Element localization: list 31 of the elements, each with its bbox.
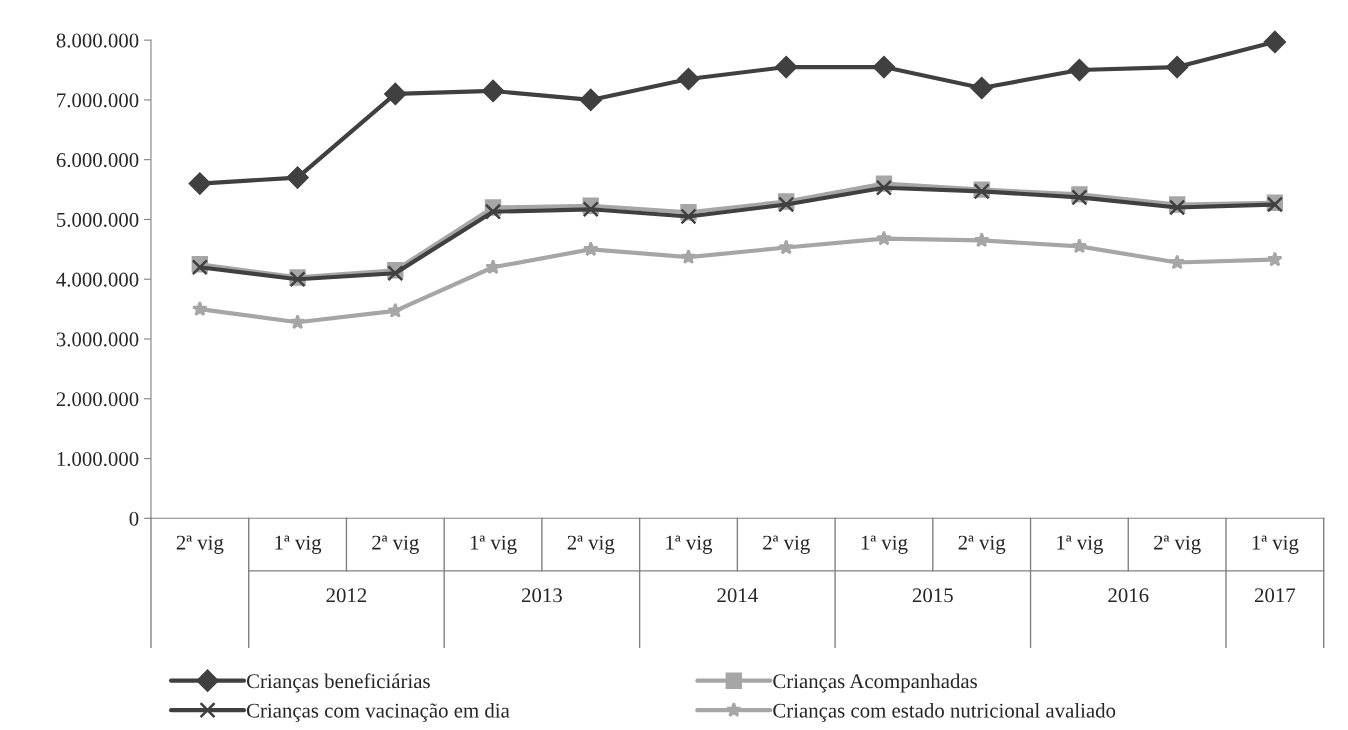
legend-label: Crianças Acompanhadas — [773, 673, 977, 693]
text: 2013 — [521, 588, 562, 603]
y-tick-label: 1.000.000 — [57, 451, 139, 467]
x-tick-label: 2ª vig — [372, 535, 419, 554]
text: 2016 — [1108, 588, 1149, 603]
y-tick-label: 2.000.000 — [56, 392, 139, 407]
x-tick-label: 1ª vig — [861, 535, 908, 554]
x-tick-label: 1ª vig — [470, 535, 517, 554]
text: 2012 — [326, 588, 367, 603]
x-tick-label: 2ª vig — [763, 535, 810, 554]
x-tick-label: 1ª vig — [1252, 535, 1299, 554]
legend-label: Crianças com vacinação em dia — [246, 702, 510, 722]
y-tick-label: 3.000.000 — [56, 332, 139, 347]
x-tick-label: 1ª vig — [1057, 535, 1104, 554]
legend-label: Crianças com estado nutricional avaliado — [773, 702, 1116, 722]
y-tick-label: 7.000.000 — [57, 93, 139, 108]
x-tick-label: 2ª vig — [176, 535, 224, 554]
text: 2015 — [912, 588, 953, 603]
y-tick-label: 8.000.000 — [56, 33, 139, 48]
y-tick-label: 6.000.000 — [56, 153, 139, 168]
text: 2017 — [1254, 588, 1296, 603]
y-tick-label: 4.000.000 — [56, 272, 139, 287]
x-tick-label: 1ª vig — [275, 535, 322, 554]
x-tick-label: 2ª vig — [958, 535, 1006, 554]
text: 2014 — [717, 588, 758, 603]
x-tick-label: 2ª vig — [567, 535, 615, 554]
x-tick-label: 2ª vig — [1154, 535, 1201, 554]
x-tick-label: 1ª vig — [666, 535, 713, 554]
y-tick-label: 5.000.000 — [57, 212, 139, 227]
legend-label: Crianças beneficiárias — [246, 673, 430, 693]
y-tick-label: 0 — [129, 511, 139, 526]
